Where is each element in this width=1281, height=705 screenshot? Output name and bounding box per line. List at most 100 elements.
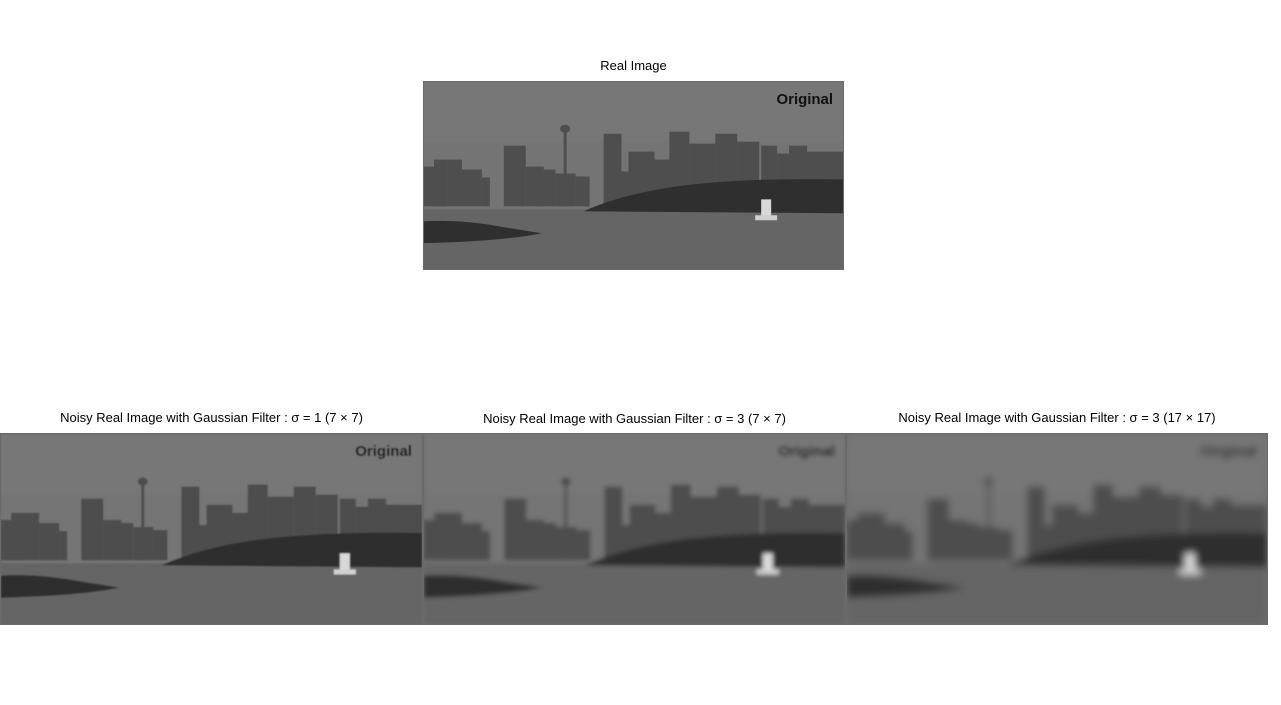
building <box>199 524 210 561</box>
scene: Original <box>847 434 1267 624</box>
panel-title: Real Image <box>600 58 667 73</box>
image-sigma3-17x17: Original <box>846 433 1268 625</box>
building <box>461 169 482 207</box>
building <box>462 522 483 561</box>
overlay-label: Original <box>1200 443 1257 460</box>
building <box>447 159 462 207</box>
tower-mast <box>563 126 567 207</box>
panel-sigma3-7x7: Noisy Real Image with Gaussian Filter : … <box>423 410 846 625</box>
building <box>504 498 527 561</box>
building <box>11 512 26 561</box>
building <box>555 173 566 207</box>
skyline-image-sigma3: Original <box>424 434 845 624</box>
building <box>999 530 1013 561</box>
scene: Original <box>1 434 422 624</box>
clouds <box>424 82 843 142</box>
tower-mast <box>987 479 990 561</box>
building <box>503 145 526 207</box>
lighthouse-base <box>756 569 779 575</box>
skyline-image-original: Original <box>424 82 843 269</box>
tower-pod <box>137 477 148 486</box>
building <box>541 169 556 207</box>
building <box>119 522 134 561</box>
building <box>857 512 871 561</box>
lighthouse <box>1185 553 1195 572</box>
building <box>1045 524 1055 561</box>
tower-pod <box>560 124 571 133</box>
lighthouse <box>761 199 772 218</box>
building <box>622 524 633 561</box>
building <box>153 530 168 561</box>
building <box>482 531 491 561</box>
rocks <box>424 220 542 244</box>
rocks <box>1 575 120 598</box>
rocks <box>847 575 965 598</box>
scene: Original <box>424 82 843 269</box>
building <box>604 486 623 561</box>
scene: Original <box>424 434 845 624</box>
panel-sigma3-17x17: Noisy Real Image with Gaussian Filter : … <box>846 410 1268 625</box>
clouds <box>847 434 1267 495</box>
building <box>542 522 557 561</box>
building <box>885 522 905 561</box>
building <box>103 519 122 561</box>
island <box>1007 532 1267 568</box>
building <box>621 171 632 207</box>
panel-title: Noisy Real Image with Gaussian Filter : … <box>483 411 786 426</box>
building <box>143 526 154 561</box>
building <box>526 519 545 561</box>
overlay-label: Original <box>776 91 833 108</box>
panel-original: Real Image Original <box>423 58 844 270</box>
tower-pod <box>983 477 994 486</box>
building <box>556 526 567 561</box>
building <box>59 531 68 561</box>
tower-pod <box>560 477 571 486</box>
building <box>434 512 449 561</box>
island <box>583 179 843 214</box>
overlay-label: Original <box>355 443 412 460</box>
clouds <box>424 434 845 495</box>
lighthouse-base <box>1179 569 1201 575</box>
building <box>566 526 577 561</box>
lighthouse <box>339 553 350 572</box>
image-sigma3-7x7: Original <box>423 433 846 625</box>
tower-mast <box>564 479 568 561</box>
skyline-image-sigma3-17: Original <box>847 434 1267 624</box>
island <box>584 532 845 568</box>
image-sigma1-7x7: Original <box>0 433 423 625</box>
building <box>39 522 60 561</box>
building <box>81 498 104 561</box>
skyline-image-sigma1: Original <box>1 434 422 624</box>
building <box>448 512 463 561</box>
island <box>161 532 422 568</box>
panel-title: Noisy Real Image with Gaussian Filter : … <box>898 410 1216 425</box>
building <box>989 526 999 561</box>
clouds <box>1 434 422 495</box>
building <box>965 522 979 561</box>
lighthouse-base <box>755 215 778 221</box>
lighthouse-base <box>333 569 356 575</box>
panel-title: Noisy Real Image with Gaussian Filter : … <box>60 410 363 425</box>
building <box>181 486 200 561</box>
building <box>481 177 490 207</box>
building <box>603 133 622 207</box>
panel-sigma1-7x7: Noisy Real Image with Gaussian Filter : … <box>0 410 423 625</box>
building <box>949 519 967 561</box>
building <box>525 166 544 207</box>
building <box>871 512 885 561</box>
building <box>575 176 590 207</box>
rocks <box>424 575 543 598</box>
building <box>927 498 949 561</box>
building <box>979 526 989 561</box>
lighthouse <box>762 553 773 572</box>
building <box>433 159 448 207</box>
overlay-label: Original <box>778 443 835 460</box>
tower-mast <box>141 479 145 561</box>
building <box>905 531 913 561</box>
building <box>565 173 576 207</box>
image-original: Original <box>423 81 844 270</box>
building <box>1027 486 1045 561</box>
building <box>25 512 40 561</box>
building <box>133 526 144 561</box>
building <box>576 530 591 561</box>
